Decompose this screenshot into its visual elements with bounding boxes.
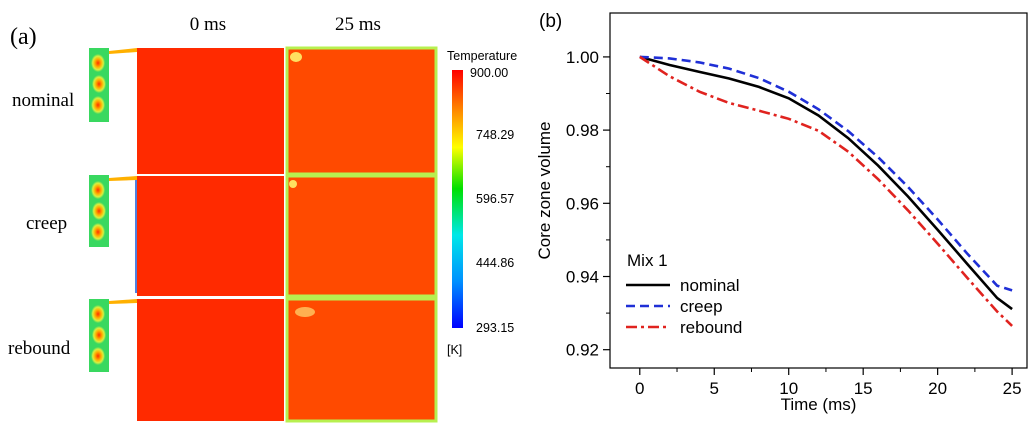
x-axis-label: Time (ms)	[781, 395, 857, 414]
hot-spot	[91, 223, 105, 241]
hot-spot	[92, 75, 106, 93]
panel-b: (b) 0 5 10 15 20 25 0.92 0.94 0.96 0.98 1.00 Time (…	[535, 11, 1028, 414]
series-line-rebound	[639, 55, 1014, 327]
colorbar-tick: 900.00	[470, 66, 508, 80]
y-tick-label: 0.94	[566, 268, 599, 287]
legend-title: Mix 1	[627, 251, 668, 270]
crevice-gap	[109, 176, 137, 181]
row-label-rebound: rebound	[8, 338, 71, 359]
x-tick-label: 25	[1003, 379, 1022, 398]
column-label-0ms: 0 ms	[190, 14, 226, 35]
legend-label-nominal: nominal	[680, 276, 740, 295]
colorbar-unit: [K]	[447, 343, 462, 357]
row-label-creep: creep	[26, 213, 67, 234]
x-tick-label: 20	[928, 379, 947, 398]
hot-spot	[295, 307, 315, 317]
colorbar-tick: 748.29	[476, 128, 514, 142]
y-tick-label: 1.00	[566, 48, 599, 67]
field-0ms-rebound	[137, 299, 284, 421]
series-line-nominal	[639, 55, 1013, 311]
plot-frame	[609, 12, 1028, 369]
hot-spot	[91, 181, 105, 199]
crevice-gap	[109, 48, 137, 54]
colorbar: Temperature 900.00 748.29 596.57 444.86 …	[447, 49, 517, 357]
sim-row-nominal	[89, 46, 438, 176]
x-tick-label: 10	[779, 379, 798, 398]
panel-a: (a) 0 ms 25 ms nominal creep rebound	[8, 14, 517, 423]
colorbar-gradient	[452, 70, 463, 328]
simulation-grid	[89, 46, 438, 423]
panel-b-label: (b)	[539, 11, 562, 32]
panel-a-label: (a)	[10, 24, 37, 50]
colorbar-tick: 596.57	[476, 192, 514, 206]
hot-spot	[92, 202, 106, 220]
hot-spot	[289, 180, 297, 188]
y-tick-label: 0.98	[566, 121, 599, 140]
x-tick-label: 15	[854, 379, 873, 398]
sim-row-creep	[89, 174, 438, 298]
line-chart: 0 5 10 15 20 25 0.92 0.94 0.96 0.98 1.00 Time (ms) C…	[535, 12, 1028, 414]
creep-strip	[135, 180, 138, 293]
legend-label-rebound: rebound	[680, 318, 742, 337]
field-25ms-creep	[285, 174, 438, 298]
series-line-creep	[639, 55, 1013, 292]
column-label-25ms: 25 ms	[335, 14, 381, 35]
field-25ms-rebound	[285, 297, 438, 423]
y-tick-label: 0.92	[566, 341, 599, 360]
row-label-nominal: nominal	[12, 90, 74, 111]
field-0ms-nominal	[137, 48, 284, 174]
crevice-gap	[109, 299, 137, 304]
colorbar-tick: 293.15	[476, 321, 514, 335]
x-tick-label: 0	[635, 379, 644, 398]
field-25ms-nominal	[285, 46, 438, 176]
hot-spot	[91, 54, 105, 72]
hot-spot	[91, 305, 105, 323]
y-tick-label: 0.96	[566, 194, 599, 213]
x-tick-label: 5	[710, 379, 719, 398]
hot-spot	[91, 96, 105, 114]
hot-spot	[91, 347, 105, 365]
colorbar-title: Temperature	[447, 49, 517, 63]
colorbar-tick: 444.86	[476, 256, 514, 270]
y-axis-label: Core zone volume	[535, 122, 554, 260]
hot-spot	[290, 52, 302, 62]
field-0ms-creep	[137, 176, 284, 296]
legend-label-creep: creep	[680, 297, 723, 316]
hot-spot	[92, 326, 106, 344]
sim-row-rebound	[89, 297, 438, 423]
